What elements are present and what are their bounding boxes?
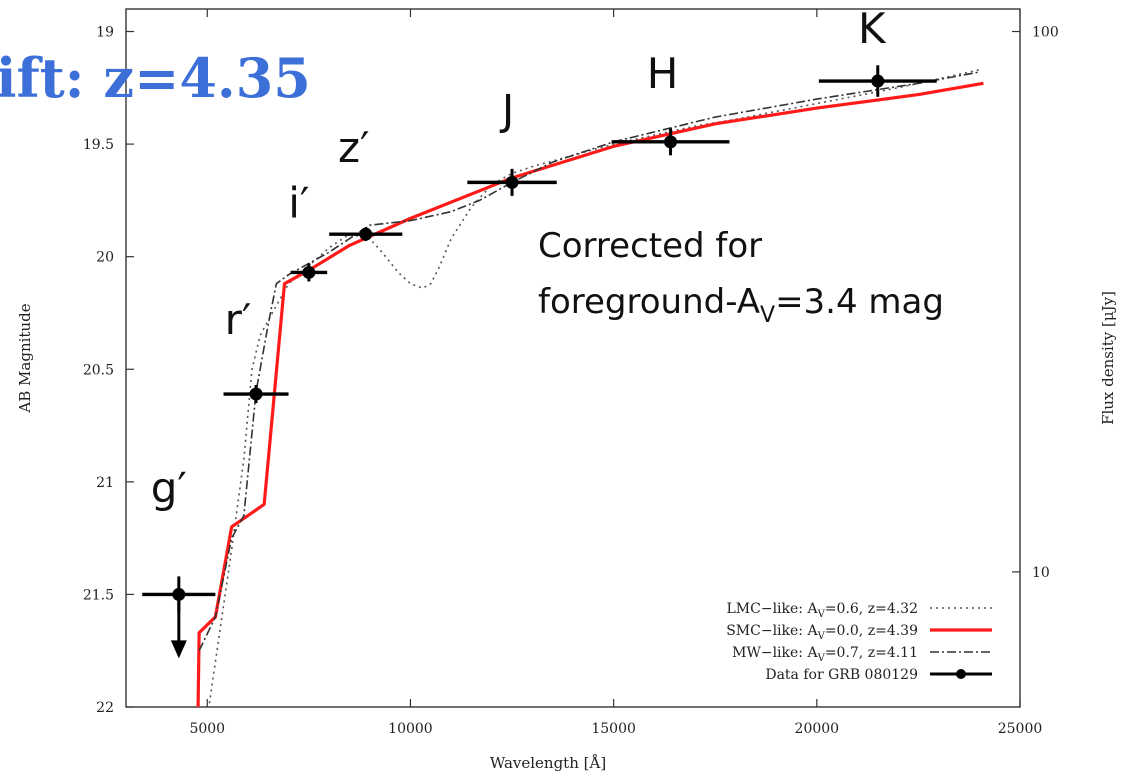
note-line-1: Corrected for — [538, 226, 762, 266]
x-tick-label: 5000 — [189, 721, 225, 737]
y-tick-label: 19.5 — [83, 137, 114, 153]
legend-label-pre: LMC−like: A — [727, 601, 819, 617]
series-line-dashdot — [198, 71, 980, 652]
legend-label: SMC−like: AV=0.0, z=4.39 — [726, 623, 918, 642]
x-axis: 5000 10000 15000 20000 25000 — [189, 9, 1042, 737]
y-tick-label: 19 — [96, 25, 114, 41]
band-labels: g′ r′ i′ z′ J H K — [151, 4, 887, 512]
y-tick-label: 20 — [96, 250, 114, 266]
y-tick-label: 21 — [96, 475, 114, 491]
legend-swatch-point — [956, 669, 966, 679]
band-label: i′ — [288, 178, 309, 227]
x-axis-title: Wavelength [Å] — [490, 754, 606, 772]
data-point — [505, 175, 519, 189]
data-point — [249, 387, 263, 401]
legend-label-pre: SMC−like: A — [726, 623, 818, 639]
legend-label-post: =0.7, z=4.11 — [825, 645, 918, 661]
legend-label-sub: V — [817, 631, 826, 642]
data-point — [359, 227, 373, 241]
band-label: K — [858, 4, 887, 53]
series-line-solid — [196, 81, 984, 707]
y-tick-label: 21.5 — [83, 587, 114, 603]
legend-label: Data for GRB 080129 — [765, 667, 918, 683]
y-tick-label: 20.5 — [83, 362, 114, 378]
data-point — [302, 265, 316, 279]
note-pre: foreground-A — [538, 282, 760, 322]
headline: ift: z=4.35 — [0, 46, 311, 110]
y2-axis: 100 10 — [1012, 25, 1059, 581]
x-tick-label: 20000 — [795, 721, 840, 737]
band-label: H — [647, 49, 679, 98]
legend-label: LMC−like: AV=0.6, z=4.32 — [727, 601, 919, 620]
x-tick-label: 10000 — [388, 721, 433, 737]
band-label: J — [499, 85, 514, 134]
x-tick-label: 25000 — [998, 721, 1043, 737]
legend-label-post: =0.0, z=4.39 — [825, 623, 918, 639]
data-points — [142, 65, 937, 659]
band-label: g′ — [151, 463, 187, 512]
series-line-dotted — [208, 69, 980, 707]
data-point — [871, 74, 885, 88]
plot-frame — [125, 8, 1021, 708]
y-axis-title: AB Magnitude — [16, 303, 34, 413]
y2-axis-title: Flux density [μJy] — [1099, 291, 1117, 425]
data-point — [664, 135, 678, 149]
legend-label-sub: V — [817, 653, 826, 664]
upper-limit-arrow-head — [170, 640, 187, 659]
model-curves — [196, 69, 984, 707]
note-sub: V — [760, 303, 775, 328]
legend-label-post: =0.6, z=4.32 — [825, 601, 918, 617]
y-axis: 19 19.5 20 20.5 21 21.5 22 — [83, 25, 134, 716]
x-tick-label: 15000 — [591, 721, 636, 737]
y-tick-label: 22 — [96, 700, 114, 716]
legend-label-pre: MW−like: A — [732, 645, 818, 661]
y2-tick-label: 100 — [1032, 25, 1059, 41]
legend-label: MW−like: AV=0.7, z=4.11 — [732, 645, 918, 664]
band-label: r′ — [225, 295, 252, 344]
y2-tick-label: 10 — [1032, 565, 1050, 581]
note-post: =3.4 mag — [775, 282, 944, 322]
legend-label-sub: V — [817, 609, 826, 620]
band-label: z′ — [338, 123, 370, 172]
note-line-2: foreground-AV=3.4 mag — [538, 282, 944, 328]
